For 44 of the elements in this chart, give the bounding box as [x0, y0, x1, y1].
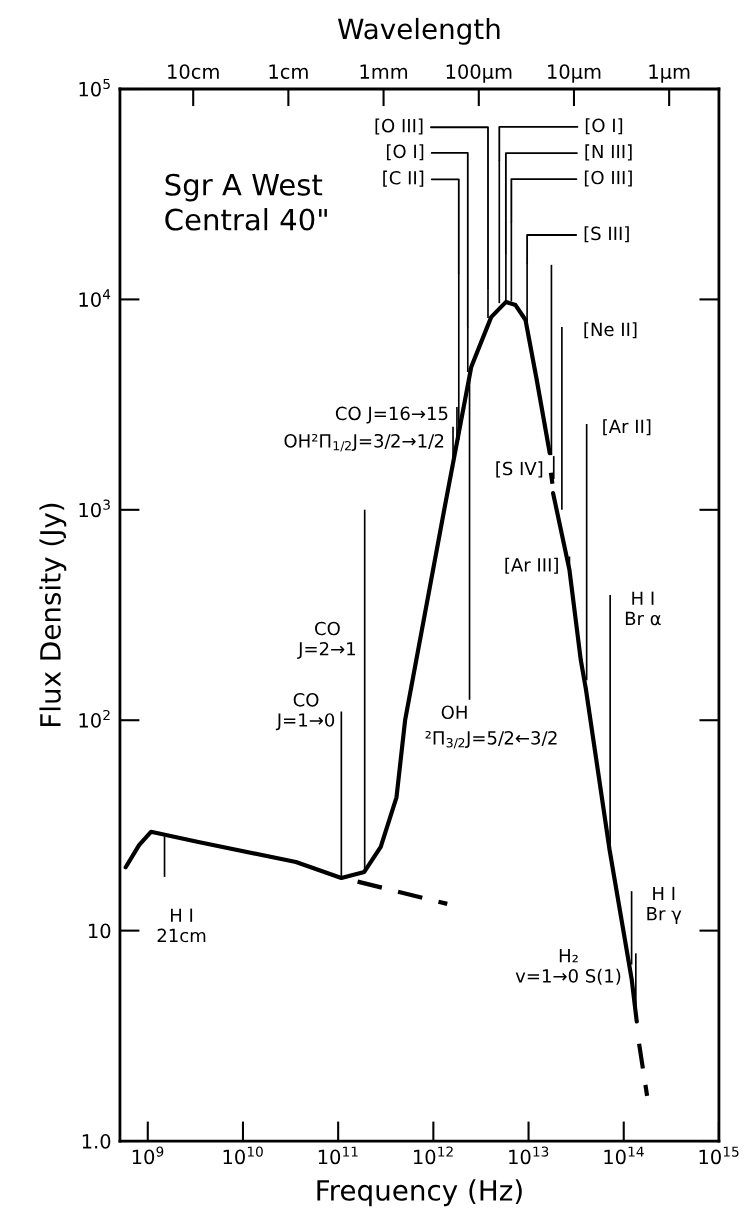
- annotation: ²Π$_{3/2}$J=5/2←3/2: [425, 730, 557, 749]
- x-tick-label: 10$^{10}$: [223, 1146, 263, 1165]
- y-tick-label: 10$^{5}$: [79, 78, 110, 97]
- annotation: [N III]: [585, 144, 632, 161]
- y-tick-label: 1.0: [82, 1133, 111, 1149]
- annotation: H I Br γ: [647, 886, 682, 925]
- x-tick-label: 10$^{9}$: [132, 1146, 164, 1165]
- annotation: Sgr A West Central 40": [165, 173, 327, 231]
- annotation: OH²Π$_{1/2}$J=3/2→1/2: [284, 433, 444, 452]
- annotation: H I 21cm: [157, 908, 206, 943]
- y-tick-label: 10$^{2}$: [79, 709, 110, 728]
- y-axis-title: Flux Density (Jy): [39, 503, 67, 726]
- text: 10cm: [168, 64, 219, 79]
- text: 1mm: [360, 64, 408, 79]
- annotation: [S IV]: [496, 461, 543, 478]
- text: 100μm: [446, 64, 512, 83]
- x2-axis-title: Wavelength: [337, 17, 500, 45]
- annotation: H₂ v=1→0 S(1): [515, 949, 621, 985]
- annotation: [O I]: [585, 118, 623, 135]
- x-axis-title: Frequency (Hz): [317, 1179, 522, 1207]
- x-tick-label: 10$^{14}$: [604, 1146, 644, 1165]
- text: 10μm: [548, 64, 601, 83]
- text: 1cm: [269, 64, 308, 79]
- annotation: [O III]: [375, 118, 423, 135]
- y-tick-label: 10$^{3}$: [79, 499, 110, 518]
- x-tick-label: 10$^{15}$: [699, 1146, 739, 1165]
- annotation: CO J=1→0: [275, 692, 335, 731]
- annotation: H I Br α: [625, 591, 661, 626]
- annotation: [O I]: [386, 144, 424, 161]
- annotation: [Ar II]: [603, 419, 651, 436]
- annotation: [S III]: [584, 226, 629, 243]
- text: 1μm: [649, 64, 690, 83]
- annotation: OH: [441, 705, 467, 720]
- annotation: [O III]: [584, 170, 632, 187]
- annotation: [Ar III]: [505, 557, 558, 574]
- x-tick-label: 10$^{13}$: [509, 1146, 549, 1165]
- x-tick-label: 10$^{12}$: [414, 1146, 453, 1165]
- annotation: CO J=2→1: [297, 621, 356, 659]
- annotation: CO J=16→15: [335, 406, 448, 424]
- annotation: [C II]: [383, 170, 424, 187]
- annotation: [Ne II]: [584, 322, 637, 339]
- y-tick-label: 10: [89, 923, 111, 939]
- x-tick-label: 10$^{11}$: [318, 1146, 358, 1165]
- y-tick-label: 10$^{4}$: [79, 289, 111, 307]
